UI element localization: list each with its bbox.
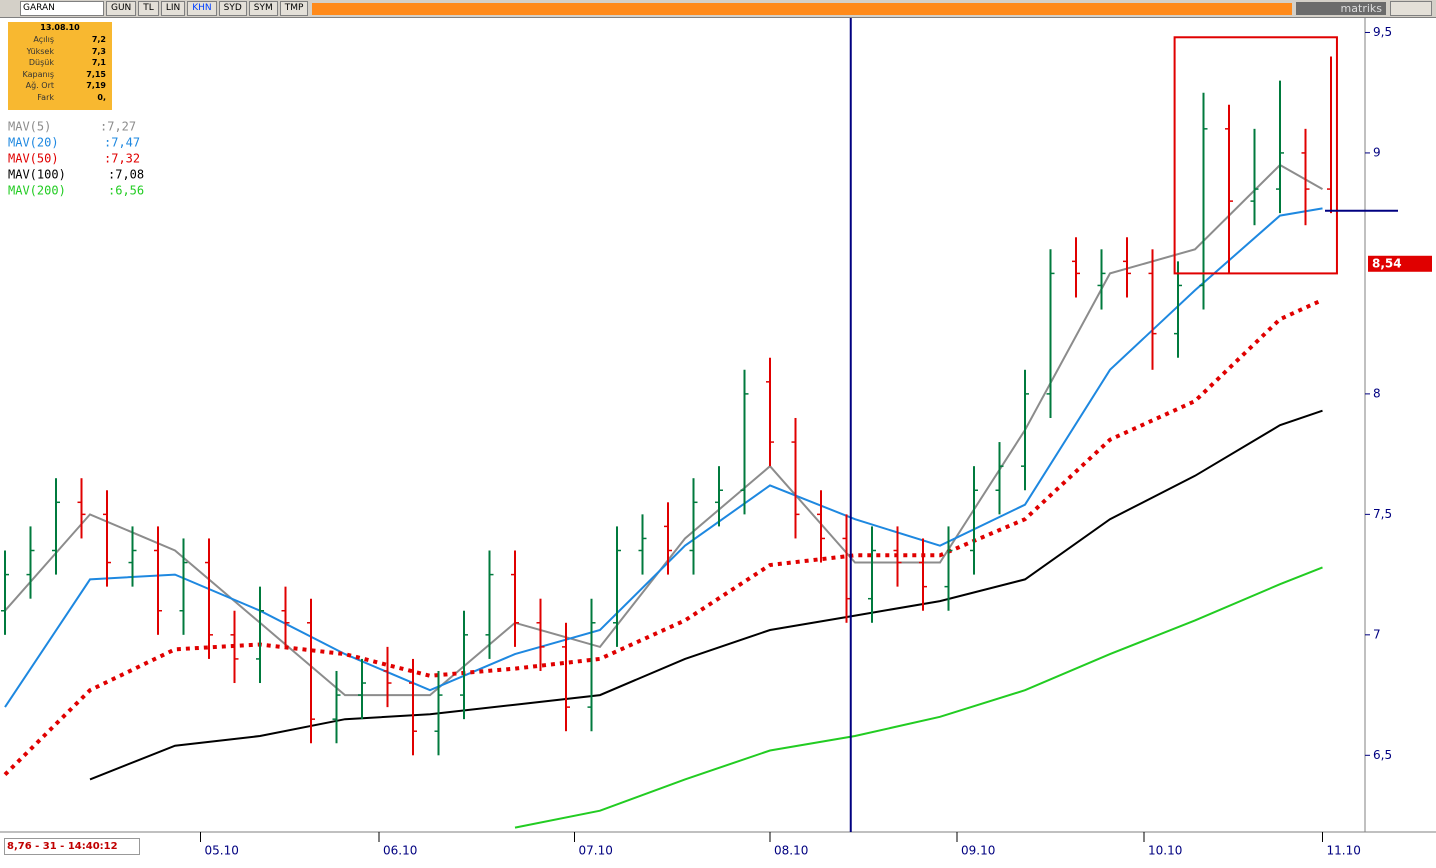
highlight-box	[1173, 36, 1338, 275]
legend-value: :7,08	[108, 168, 144, 182]
moving-average	[3, 298, 1324, 777]
moving-average	[514, 566, 1323, 829]
x-tick-label: 09.10	[961, 844, 995, 858]
y-tick-label: 8	[1373, 386, 1381, 400]
window-controls[interactable]	[1390, 1, 1432, 16]
info-row: Ağ. Ort 7,19	[8, 80, 112, 92]
legend-name: MAV(50)	[8, 152, 59, 166]
info-label: Kapanış	[22, 69, 54, 79]
info-label: Ağ. Ort	[25, 81, 54, 90]
x-tick-label: 05.10	[205, 844, 239, 858]
info-row: Açılış 7,2	[8, 34, 112, 46]
x-tick-label: 07.10	[579, 844, 613, 858]
legend-name: MAV(100)	[8, 168, 66, 182]
x-tick-label: 11.10	[1327, 844, 1361, 858]
price-label: 8,54	[1372, 256, 1402, 270]
info-row: Fark 0,	[8, 92, 112, 104]
legend-value: :7,47	[104, 136, 140, 150]
price-label-box	[1368, 255, 1432, 272]
moving-average	[89, 409, 1323, 781]
toolbar-button[interactable]: SYD	[218, 1, 247, 16]
y-tick-label: 7,5	[1373, 507, 1392, 521]
y-tick-label: 9,5	[1373, 25, 1392, 39]
symbol-field[interactable]: GARAN	[20, 1, 104, 16]
legend-value: :7,32	[104, 152, 140, 166]
info-box: 13.08.10 Açılış 7,2 Yüksek 7,3 Düşük 7,1 Kapanı…	[8, 22, 112, 110]
info-value: 7,15	[86, 69, 106, 79]
info-value: 7,2	[91, 35, 106, 44]
axis-panel	[1365, 18, 1436, 868]
toolbar-strip	[312, 2, 1292, 15]
brand: matriks	[1296, 2, 1386, 15]
x-tick-label: 08.10	[774, 844, 808, 858]
info-label: Düşük	[28, 58, 54, 67]
info-row: Düşük 7,1	[8, 57, 112, 69]
moving-average	[4, 163, 1323, 697]
legend-value: :6,56	[108, 184, 144, 198]
info-label: Yüksek	[26, 46, 54, 56]
legend-name: MAV(20)	[8, 136, 59, 150]
info-row: Kapanış 7,15	[8, 69, 112, 81]
x-tick-label: 10.10	[1148, 844, 1182, 858]
plot-area	[1, 56, 1335, 829]
info-value: 7,1	[91, 58, 106, 67]
toolbar-button[interactable]: TMP	[279, 1, 309, 16]
status-bar: 8,76 - 31 - 14:40:12	[4, 838, 140, 855]
toolbar-buttons: GUN TL LIN KHN SYD SYM TMP	[104, 1, 309, 16]
toolbar-button[interactable]: LIN	[160, 1, 186, 16]
toolbar: GARAN GUN TL LIN KHN SYD SYM TMP matriks	[0, 0, 1436, 18]
info-row: Yüksek 7,3	[8, 46, 112, 58]
legend-name: MAV(200)	[8, 184, 66, 198]
info-date: 13.08.10	[40, 23, 80, 32]
y-tick-label: 7	[1373, 627, 1381, 641]
info-value: 0,	[97, 92, 106, 102]
toolbar-button[interactable]: GUN	[106, 1, 137, 16]
info-value: 7,3	[91, 46, 106, 56]
y-tick-label: 9	[1373, 145, 1381, 159]
info-value: 7,19	[86, 81, 106, 90]
toolbar-button[interactable]: SYM	[248, 1, 278, 16]
info-label: Açılış	[33, 35, 54, 44]
x-tick-label: 06.10	[383, 844, 417, 858]
legend-value: :7,27	[100, 120, 136, 134]
toolbar-button[interactable]: TL	[138, 1, 159, 16]
legend-name: MAV(5)	[8, 120, 51, 134]
info-label: Fark	[37, 92, 54, 102]
toolbar-button[interactable]: KHN	[187, 1, 217, 16]
moving-average	[4, 207, 1323, 708]
y-tick-label: 6,5	[1373, 748, 1392, 762]
